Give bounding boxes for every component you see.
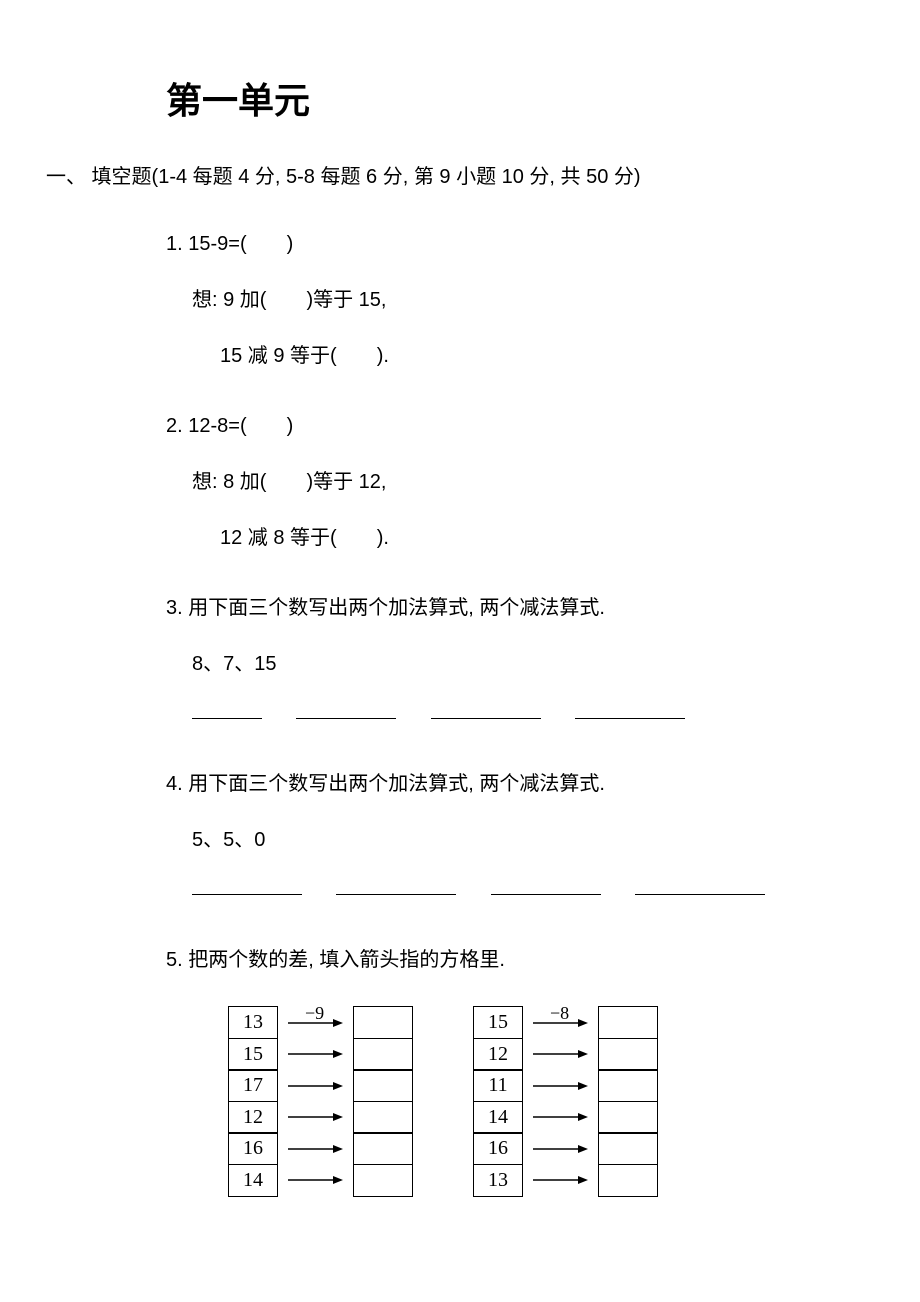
blank-field[interactable] — [491, 894, 601, 895]
arrow-icon — [288, 1175, 343, 1185]
answer-cell[interactable] — [598, 1069, 658, 1102]
answer-cell[interactable] — [598, 1132, 658, 1165]
q5-tables: 13 15 17 12 16 14 −9 — [228, 1006, 820, 1197]
answer-cell[interactable] — [353, 1164, 413, 1197]
table-cell: 13 — [228, 1006, 278, 1039]
arrow-icon — [533, 1175, 588, 1185]
arrow — [288, 1132, 343, 1165]
blank-field[interactable] — [575, 718, 685, 719]
arrow — [533, 1038, 588, 1071]
arrow-icon — [288, 1144, 343, 1154]
q3-line2: 8、7、15 — [192, 648, 820, 680]
q5-line1: 5. 把两个数的差, 填入箭头指的方格里. — [166, 944, 820, 976]
arrow-with-label: −8 — [533, 1006, 588, 1039]
table-cell: 17 — [228, 1069, 278, 1102]
answer-cell[interactable] — [598, 1006, 658, 1039]
answer-cell[interactable] — [598, 1038, 658, 1071]
arrow-icon — [533, 1144, 588, 1154]
arrow — [533, 1101, 588, 1134]
table-cell: 13 — [473, 1164, 523, 1197]
table-cell: 14 — [228, 1164, 278, 1197]
answer-cell[interactable] — [353, 1006, 413, 1039]
q4-line1: 4. 用下面三个数写出两个加法算式, 两个减法算式. — [166, 768, 820, 800]
arrow — [533, 1164, 588, 1197]
q2-line3: 12 减 8 等于( ). — [220, 522, 820, 554]
arrow-icon — [533, 1049, 588, 1059]
left-output-column — [353, 1006, 413, 1197]
arrow-icon — [288, 1081, 343, 1091]
q5-table-right: 15 12 11 14 16 13 −8 — [473, 1006, 658, 1197]
operation-label: −8 — [550, 1003, 569, 1024]
blank-field[interactable] — [635, 894, 765, 895]
arrow — [533, 1069, 588, 1102]
right-output-column — [598, 1006, 658, 1197]
q4-blanks — [192, 886, 820, 904]
blank-field[interactable] — [336, 894, 456, 895]
answer-cell[interactable] — [353, 1101, 413, 1134]
q1-line3: 15 减 9 等于( ). — [220, 340, 820, 372]
blank-field[interactable] — [296, 718, 396, 719]
q5-table-left: 13 15 17 12 16 14 −9 — [228, 1006, 413, 1197]
arrow — [288, 1164, 343, 1197]
q2-line2: 想: 8 加( )等于 12, — [192, 466, 820, 498]
table-cell: 15 — [473, 1006, 523, 1039]
left-input-column: 13 15 17 12 16 14 — [228, 1006, 278, 1197]
right-arrow-column: −8 — [523, 1006, 598, 1197]
table-cell: 12 — [228, 1101, 278, 1134]
arrow — [288, 1038, 343, 1071]
section-header: 一、 填空题(1-4 每题 4 分, 5-8 每题 6 分, 第 9 小题 10… — [46, 158, 820, 196]
answer-cell[interactable] — [353, 1069, 413, 1102]
q3-line1: 3. 用下面三个数写出两个加法算式, 两个减法算式. — [166, 592, 820, 624]
arrow-icon — [288, 1049, 343, 1059]
q1-line2: 想: 9 加( )等于 15, — [192, 284, 820, 316]
table-cell: 12 — [473, 1038, 523, 1071]
blank-field[interactable] — [192, 718, 262, 719]
answer-cell[interactable] — [598, 1101, 658, 1134]
operation-label: −9 — [305, 1003, 324, 1024]
answer-cell[interactable] — [598, 1164, 658, 1197]
q2-line1: 2. 12-8=( ) — [166, 410, 820, 442]
arrow — [533, 1132, 588, 1165]
table-cell: 16 — [473, 1132, 523, 1165]
table-cell: 16 — [228, 1132, 278, 1165]
arrow-with-label: −9 — [288, 1006, 343, 1039]
table-cell: 14 — [473, 1101, 523, 1134]
table-cell: 11 — [473, 1069, 523, 1102]
q3-blanks — [192, 710, 820, 728]
q1-line1: 1. 15-9=( ) — [166, 228, 820, 260]
table-cell: 15 — [228, 1038, 278, 1071]
arrow-icon — [288, 1112, 343, 1122]
unit-title: 第一单元 — [166, 72, 820, 124]
blank-field[interactable] — [431, 718, 541, 719]
arrow-icon — [533, 1112, 588, 1122]
arrow-icon — [533, 1081, 588, 1091]
answer-cell[interactable] — [353, 1132, 413, 1165]
q4-line2: 5、5、0 — [192, 824, 820, 856]
answer-cell[interactable] — [353, 1038, 413, 1071]
right-input-column: 15 12 11 14 16 13 — [473, 1006, 523, 1197]
arrow — [288, 1101, 343, 1134]
arrow — [288, 1069, 343, 1102]
blank-field[interactable] — [192, 894, 302, 895]
left-arrow-column: −9 — [278, 1006, 353, 1197]
